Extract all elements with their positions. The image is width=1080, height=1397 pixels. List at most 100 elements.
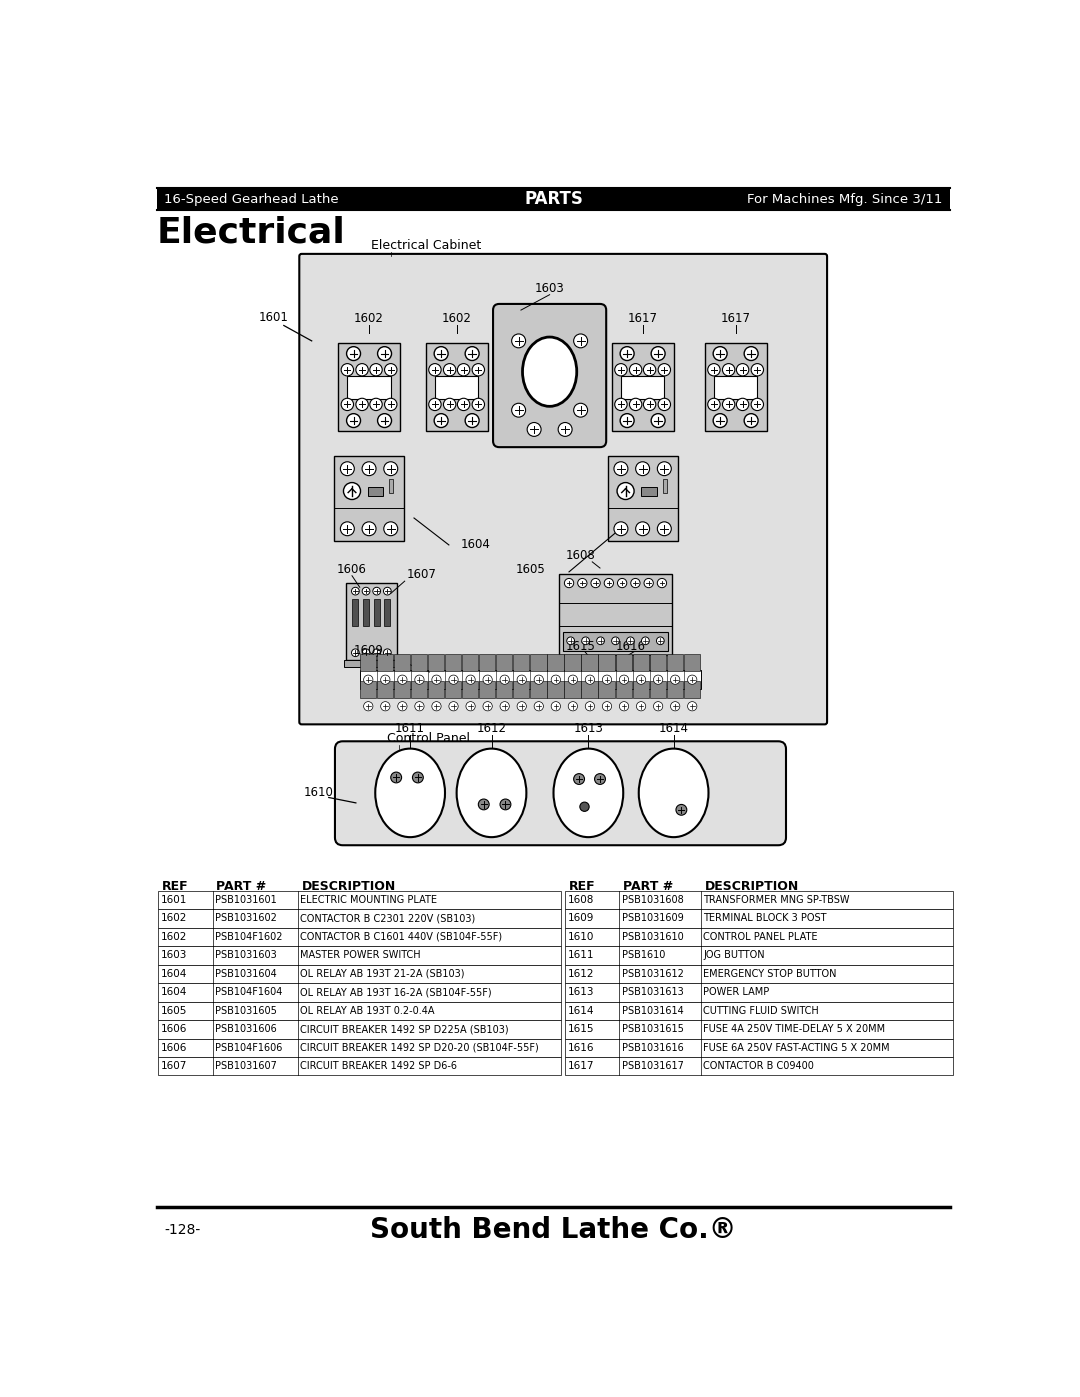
Text: 1613: 1613 bbox=[567, 988, 594, 997]
Text: 1611: 1611 bbox=[567, 950, 594, 960]
Circle shape bbox=[444, 398, 456, 411]
Bar bbox=[608, 457, 677, 541]
Circle shape bbox=[585, 701, 595, 711]
Text: 1602: 1602 bbox=[354, 313, 384, 326]
Bar bbox=[571, 655, 652, 671]
Text: CIRCUIT BREAKER 1492 SP D6-6: CIRCUIT BREAKER 1492 SP D6-6 bbox=[300, 1062, 457, 1071]
Bar bbox=[334, 457, 404, 541]
Circle shape bbox=[568, 701, 578, 711]
Text: TERMINAL BLOCK 3 POST: TERMINAL BLOCK 3 POST bbox=[703, 914, 826, 923]
Text: PSB104F1604: PSB104F1604 bbox=[215, 988, 282, 997]
Circle shape bbox=[551, 701, 561, 711]
Text: 1605: 1605 bbox=[161, 1006, 187, 1016]
Bar bbox=[394, 654, 410, 671]
Circle shape bbox=[391, 773, 402, 782]
Circle shape bbox=[535, 675, 543, 685]
Bar bbox=[598, 680, 615, 697]
Text: PSB1031617: PSB1031617 bbox=[622, 1062, 684, 1071]
Bar bbox=[565, 983, 953, 1002]
Text: 1608: 1608 bbox=[566, 549, 595, 562]
Text: 1603: 1603 bbox=[535, 282, 565, 295]
Bar bbox=[360, 680, 376, 697]
Circle shape bbox=[472, 363, 485, 376]
Text: 1610: 1610 bbox=[303, 787, 334, 799]
Text: PSB1031602: PSB1031602 bbox=[215, 914, 276, 923]
Circle shape bbox=[620, 346, 634, 360]
Circle shape bbox=[347, 346, 361, 360]
Bar bbox=[159, 1020, 562, 1038]
Circle shape bbox=[636, 701, 646, 711]
Text: ELECTRIC MOUNTING PLATE: ELECTRIC MOUNTING PLATE bbox=[300, 895, 437, 905]
Circle shape bbox=[527, 422, 541, 436]
Bar bbox=[684, 654, 700, 671]
Bar bbox=[714, 376, 757, 398]
Bar bbox=[581, 654, 597, 671]
Circle shape bbox=[630, 398, 642, 411]
Circle shape bbox=[340, 462, 354, 475]
Circle shape bbox=[362, 522, 376, 535]
Bar bbox=[374, 599, 380, 626]
Bar bbox=[548, 654, 564, 671]
Text: MASTER POWER SWITCH: MASTER POWER SWITCH bbox=[300, 950, 421, 960]
Bar bbox=[462, 654, 478, 671]
Circle shape bbox=[615, 398, 627, 411]
Text: PSB1031613: PSB1031613 bbox=[622, 988, 684, 997]
Bar bbox=[530, 654, 546, 671]
Circle shape bbox=[658, 462, 672, 475]
Text: 1609: 1609 bbox=[567, 914, 594, 923]
Circle shape bbox=[362, 587, 370, 595]
Circle shape bbox=[383, 522, 397, 535]
Bar bbox=[445, 680, 461, 697]
Bar bbox=[565, 928, 953, 946]
Text: 16-Speed Gearhead Lathe: 16-Speed Gearhead Lathe bbox=[164, 193, 339, 205]
Text: South Bend Lathe Co.®: South Bend Lathe Co.® bbox=[370, 1217, 737, 1245]
Circle shape bbox=[362, 462, 376, 475]
Circle shape bbox=[707, 398, 720, 411]
Bar bbox=[352, 599, 359, 626]
Text: PSB1031606: PSB1031606 bbox=[215, 1024, 276, 1034]
Circle shape bbox=[744, 414, 758, 427]
Text: REF: REF bbox=[569, 880, 596, 893]
Text: 1611: 1611 bbox=[395, 722, 426, 735]
Circle shape bbox=[500, 799, 511, 810]
Text: PSB1031616: PSB1031616 bbox=[622, 1042, 684, 1053]
Text: CIRCUIT BREAKER 1492 SP D20-20 (SB104F-55F): CIRCUIT BREAKER 1492 SP D20-20 (SB104F-5… bbox=[300, 1042, 539, 1053]
Circle shape bbox=[500, 675, 510, 685]
Circle shape bbox=[573, 774, 584, 784]
Text: DESCRIPTION: DESCRIPTION bbox=[704, 880, 799, 893]
Text: 1614: 1614 bbox=[659, 722, 689, 735]
Circle shape bbox=[429, 398, 441, 411]
Text: 1604: 1604 bbox=[161, 988, 187, 997]
Text: CONTROL PANEL PLATE: CONTROL PANEL PLATE bbox=[703, 932, 818, 942]
Bar bbox=[565, 1058, 953, 1076]
Text: 1604: 1604 bbox=[460, 538, 490, 552]
Bar bbox=[548, 680, 564, 697]
Bar bbox=[565, 909, 953, 928]
Circle shape bbox=[380, 701, 390, 711]
Circle shape bbox=[618, 578, 626, 588]
Text: -128-: -128- bbox=[164, 1224, 201, 1238]
Circle shape bbox=[630, 363, 642, 376]
Bar bbox=[530, 680, 546, 697]
Text: PSB1031604: PSB1031604 bbox=[215, 970, 276, 979]
Circle shape bbox=[383, 648, 391, 657]
Circle shape bbox=[347, 414, 361, 427]
Text: PARTS: PARTS bbox=[524, 190, 583, 208]
Text: CONTACTOR B C09400: CONTACTOR B C09400 bbox=[703, 1062, 814, 1071]
Circle shape bbox=[384, 363, 397, 376]
Bar bbox=[157, 189, 950, 210]
Bar bbox=[348, 376, 391, 398]
Bar bbox=[513, 654, 529, 671]
Text: FUSE 6A 250V FAST-ACTING 5 X 20MM: FUSE 6A 250V FAST-ACTING 5 X 20MM bbox=[703, 1042, 890, 1053]
Circle shape bbox=[517, 675, 526, 685]
Bar bbox=[496, 654, 512, 671]
Text: 1615: 1615 bbox=[566, 640, 595, 652]
Text: PART #: PART # bbox=[623, 880, 674, 893]
Circle shape bbox=[356, 363, 368, 376]
Circle shape bbox=[658, 363, 671, 376]
Circle shape bbox=[603, 675, 611, 685]
Bar bbox=[384, 599, 391, 626]
Text: CONTACTOR B C1601 440V (SB104F-55F): CONTACTOR B C1601 440V (SB104F-55F) bbox=[300, 932, 502, 942]
Text: 1616: 1616 bbox=[567, 1042, 594, 1053]
Circle shape bbox=[565, 578, 573, 588]
